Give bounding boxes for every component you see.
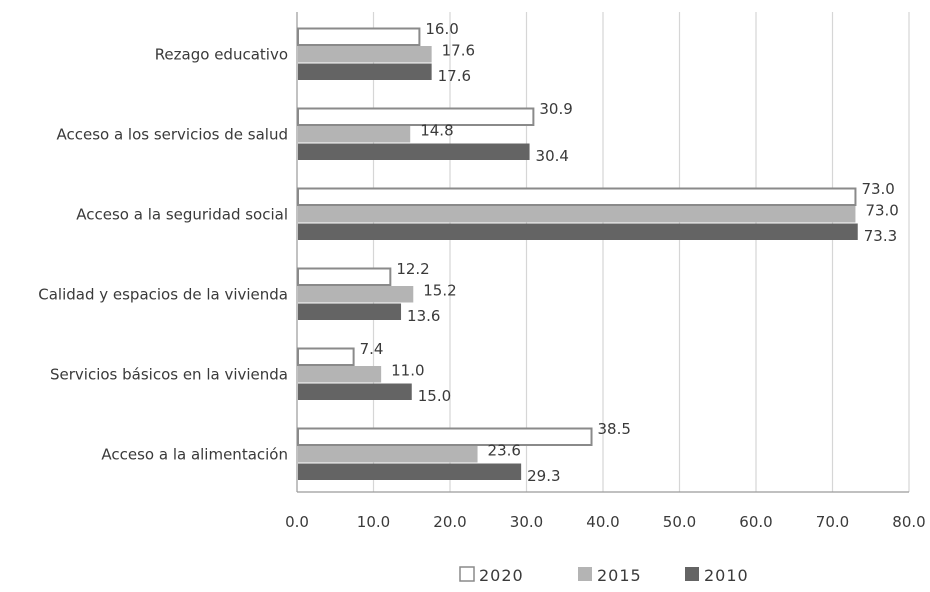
data-label-2020: 38.5 [598,420,631,438]
bar-2015 [298,126,411,143]
bar-2020 [297,347,355,366]
bar-2015 [298,206,856,223]
data-label-2015: 14.8 [420,121,453,139]
legend-swatch-2020 [459,566,475,582]
data-label-2020: 12.2 [396,260,429,278]
legend-label-2010: 2010 [704,566,749,585]
bar-2010 [298,303,402,320]
x-tick-label: 50.0 [663,513,696,531]
data-label-2015: 11.0 [391,361,424,379]
data-label-2015: 23.6 [488,441,521,459]
bar-2020 [297,107,535,126]
data-label-2015: 73.0 [865,201,898,219]
legend-label-2015: 2015 [597,566,642,585]
data-label-2020: 73.0 [861,180,894,198]
x-tick-label: 0.0 [285,513,309,531]
category-label: Rezago educativo [155,45,288,63]
x-tick-label: 80.0 [892,513,925,531]
category-label: Acceso a los servicios de salud [56,125,288,143]
category-label: Servicios básicos en la vivienda [50,365,288,383]
data-label-2015: 15.2 [423,281,456,299]
legend-swatch-2010 [685,567,699,581]
bar-2015 [298,366,382,383]
legend-label-2020: 2020 [479,566,524,585]
category-label: Acceso a la seguridad social [76,205,288,223]
bar-2010 [298,383,412,400]
data-label-2010: 13.6 [407,307,440,325]
bar-2010 [298,143,530,160]
data-label-2010: 73.3 [864,227,897,245]
category-label: Acceso a la alimentación [101,445,288,463]
data-label-2020: 16.0 [425,20,458,38]
bar-2020 [297,427,593,446]
x-tick-label: 60.0 [739,513,772,531]
bar-2015 [298,286,414,303]
x-tick-label: 40.0 [586,513,619,531]
data-label-2010: 15.0 [418,387,451,405]
x-tick-label: 20.0 [433,513,466,531]
bar-2020 [297,187,857,206]
bar-2015 [298,446,478,463]
data-label-2010: 17.6 [438,67,471,85]
x-tick-label: 30.0 [510,513,543,531]
data-label-2015: 17.6 [442,41,475,59]
bar-2010 [298,223,858,240]
data-label-2010: 29.3 [527,467,560,485]
data-label-2010: 30.4 [536,147,569,165]
bar-2010 [298,463,522,480]
x-tick-label: 10.0 [357,513,390,531]
bar-2020 [297,267,392,286]
bar-2020 [297,27,421,46]
data-label-2020: 7.4 [360,340,384,358]
x-tick-label: 70.0 [816,513,849,531]
legend-swatch-2015 [578,567,592,581]
bar-2015 [298,46,432,63]
data-label-2020: 30.9 [539,100,572,118]
category-label: Calidad y espacios de la vivienda [38,285,288,303]
bar-2010 [298,63,432,80]
